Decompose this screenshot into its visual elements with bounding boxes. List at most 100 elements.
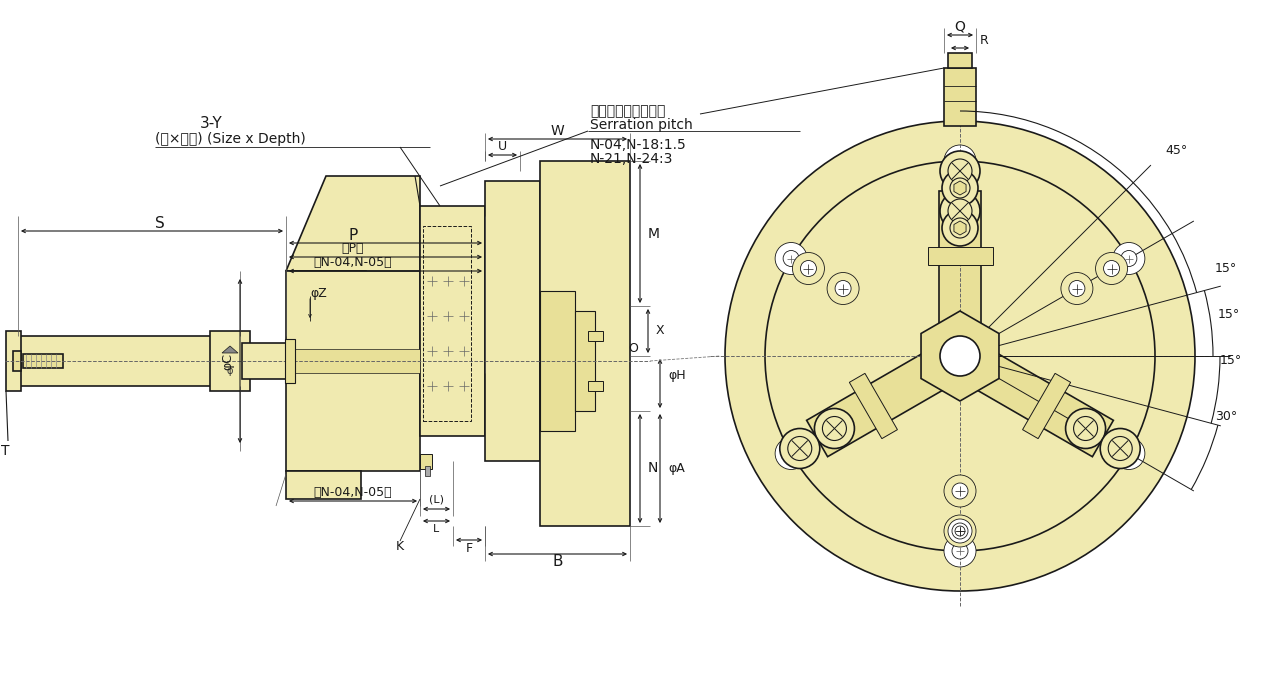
Polygon shape [928,247,992,265]
Bar [242,343,292,379]
Circle shape [945,515,977,547]
Bar [285,271,420,471]
Bar [13,351,20,371]
Text: S: S [155,215,165,230]
Circle shape [950,178,970,198]
Bar [18,336,242,386]
Bar [575,311,595,411]
Text: φH: φH [668,369,686,382]
Circle shape [945,535,977,567]
Circle shape [952,483,968,499]
Circle shape [780,429,819,469]
Bar [588,331,603,341]
Circle shape [940,336,980,376]
Circle shape [783,445,799,462]
Text: W: W [550,124,564,138]
Bar [945,68,977,126]
Text: F: F [466,541,472,554]
Bar [540,161,630,526]
Bar [422,226,471,421]
Text: L: L [434,524,439,534]
Polygon shape [922,311,998,401]
Circle shape [724,121,1196,591]
Text: R: R [980,34,988,47]
Bar [540,291,575,431]
Polygon shape [954,221,966,235]
Bar [425,466,430,476]
Bar [588,381,603,391]
Text: N-21,N-24:3: N-21,N-24:3 [590,152,673,166]
Circle shape [792,252,824,285]
Circle shape [948,199,972,223]
Circle shape [940,191,980,231]
Text: 3-Y: 3-Y [200,115,223,130]
Text: (径×深さ) (Size x Depth): (径×深さ) (Size x Depth) [155,132,306,146]
Text: 15°: 15° [1219,307,1240,320]
Circle shape [814,408,855,449]
Polygon shape [950,338,1114,457]
Text: Q: Q [955,19,965,33]
Text: φA: φA [668,462,685,475]
Text: X: X [657,324,664,338]
Polygon shape [1023,373,1070,438]
Text: N: N [648,462,658,475]
Circle shape [940,151,980,191]
Bar [485,181,540,461]
Circle shape [942,170,978,206]
Bar [23,354,63,368]
Circle shape [800,261,817,276]
Circle shape [942,210,978,246]
Circle shape [1121,250,1137,266]
Text: P: P [348,228,357,242]
Circle shape [1103,261,1120,276]
Bar [948,53,972,68]
Text: N-04,N-18:1.5: N-04,N-18:1.5 [590,138,687,152]
Text: K: K [396,539,404,552]
Bar [285,349,420,373]
Text: T: T [1,444,9,458]
Circle shape [787,436,812,460]
Text: φZ: φZ [310,287,326,300]
Text: （P）: （P） [342,242,365,255]
Circle shape [1101,429,1140,469]
Circle shape [776,438,808,469]
Text: M: M [648,226,660,241]
Circle shape [776,242,808,274]
Text: 15°: 15° [1215,261,1238,274]
Circle shape [952,153,968,169]
Text: φ: φ [227,366,233,376]
Circle shape [1121,445,1137,462]
Circle shape [950,218,970,238]
Bar [420,206,485,436]
Polygon shape [221,346,238,353]
Text: 15°: 15° [1220,355,1243,368]
Text: U: U [498,141,507,154]
Text: Serration pitch: Serration pitch [590,118,692,132]
Circle shape [1108,436,1133,460]
Circle shape [823,416,846,440]
Circle shape [765,161,1155,551]
Polygon shape [806,338,970,457]
Text: (L): (L) [429,494,444,504]
Text: 45°: 45° [1165,145,1188,158]
Text: 30°: 30° [1215,410,1238,423]
Text: （N-04,N-05）: （N-04,N-05） [314,257,392,270]
Bar [285,339,294,383]
Polygon shape [940,191,980,356]
Circle shape [945,145,977,177]
Bar [210,331,250,391]
Circle shape [1065,408,1106,449]
Circle shape [952,523,968,539]
Circle shape [952,543,968,559]
Polygon shape [285,176,420,306]
Circle shape [835,281,851,296]
Circle shape [1069,281,1085,296]
Circle shape [955,526,965,536]
Text: φC: φC [221,353,234,370]
Text: B: B [552,554,563,569]
Circle shape [783,250,799,266]
Circle shape [1112,242,1144,274]
Bar [285,471,361,499]
Text: セレーションピッチ: セレーションピッチ [590,104,666,118]
Circle shape [1096,252,1128,285]
